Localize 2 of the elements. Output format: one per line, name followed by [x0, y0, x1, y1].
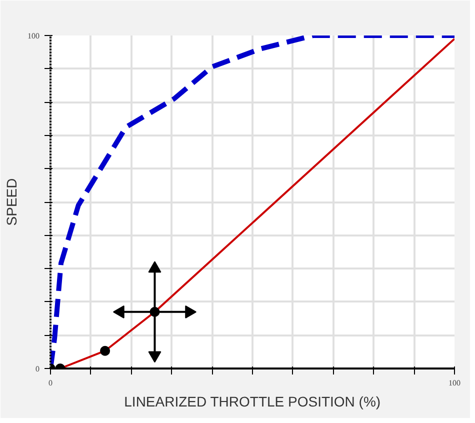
x-axis-title: LINEARIZED THROTTLE POSITION (%): [124, 394, 381, 410]
y-axis-title: SPEED: [4, 178, 20, 226]
